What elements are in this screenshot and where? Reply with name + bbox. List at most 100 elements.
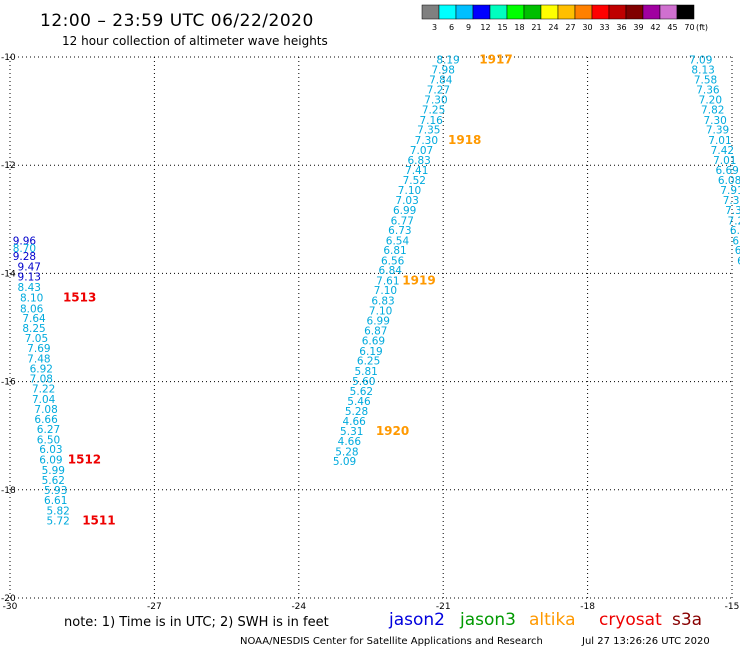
swh-value: 8.25 <box>22 323 45 335</box>
swh-value: 7.04 <box>32 394 56 406</box>
y-tick-label: -20 <box>1 594 16 604</box>
swh-value: 7.98 <box>432 64 455 76</box>
swh-value: 7.36 <box>723 195 740 207</box>
swh-value: 6.66 <box>34 414 58 426</box>
swh-value: 7.10 <box>398 185 421 197</box>
legend-swatch <box>557 4 576 20</box>
legend-label: 45 <box>667 23 677 32</box>
y-tick-label: -12 <box>1 161 16 171</box>
legend-swatch <box>438 4 457 20</box>
swh-value: 7.07 <box>410 145 433 157</box>
swh-value: 7.01 <box>708 135 731 147</box>
satellite-label: altika <box>529 610 576 630</box>
swh-value: 7.58 <box>694 75 717 87</box>
legend-swatch <box>455 4 474 20</box>
legend-label: 3 <box>432 23 437 32</box>
swh-value: 7.82 <box>701 104 724 116</box>
swh-value: 6.50 <box>37 434 60 446</box>
x-tick-label: -30 <box>3 602 18 612</box>
swh-value: 6.61 <box>44 495 67 507</box>
swh-value: 7.16 <box>419 115 443 127</box>
swh-value: 9.28 <box>13 251 36 263</box>
legend-label: 9 <box>466 23 471 32</box>
swh-value: 7.39 <box>706 124 729 136</box>
swh-value: 6.25 <box>357 356 380 368</box>
time-label: 1919 <box>402 273 435 287</box>
footer-credit: NOAA/NESDIS Center for Satellite Applica… <box>240 636 543 647</box>
swh-value: 7.52 <box>403 175 426 187</box>
legend-swatch <box>659 4 678 20</box>
x-tick-label: -18 <box>580 602 595 612</box>
swh-value: 6.73 <box>388 225 411 237</box>
swh-value: 6.36 <box>737 255 740 267</box>
swh-value: 5.72 <box>46 516 69 528</box>
x-tick-label: -21 <box>436 602 451 612</box>
legend-swatch <box>574 4 593 20</box>
swh-value: 8.10 <box>20 293 43 305</box>
swh-value: 6.27 <box>37 424 60 436</box>
legend-label: 27 <box>565 23 575 32</box>
legend-label: 70 <box>684 23 694 32</box>
swh-value: 7.48 <box>27 353 50 365</box>
legend-swatch <box>523 4 542 20</box>
swh-value: 7.27 <box>427 84 450 96</box>
y-tick-label: -18 <box>1 486 16 496</box>
swh-value: 5.60 <box>352 376 375 388</box>
swh-value: 7.01 <box>713 155 736 167</box>
swh-value: 6.19 <box>359 346 382 358</box>
swh-value: 5.99 <box>42 465 65 477</box>
y-tick-label: -16 <box>1 378 16 388</box>
swh-value: 8.06 <box>20 304 44 316</box>
swh-value: 6.09 <box>39 455 62 467</box>
swh-value: 7.30 <box>415 135 438 147</box>
swh-value: 9.96 <box>13 235 37 247</box>
swh-value: 7.61 <box>376 275 399 287</box>
swh-value: 8.43 <box>18 282 41 294</box>
time-label: 1918 <box>448 133 481 147</box>
time-label: 1917 <box>479 53 512 67</box>
y-tick-label: -10 <box>1 53 16 63</box>
swh-value: 6.54 <box>386 235 410 247</box>
plot-grid <box>9 56 733 599</box>
swh-value: 6.99 <box>367 315 390 327</box>
legend-swatch <box>540 4 559 20</box>
time-label: 1920 <box>376 424 409 438</box>
legend-label: 24 <box>548 23 558 32</box>
swh-value: 5.28 <box>335 446 358 458</box>
x-tick-label: -15 <box>725 602 740 612</box>
swh-value: 5.81 <box>354 366 377 378</box>
wave-height-values: 9.96 9.289.479.13 8.70 8.438.108.067.648.25… <box>13 55 740 528</box>
legend-swatch <box>421 4 440 20</box>
swh-value: 6.87 <box>364 326 387 338</box>
legend-swatch <box>625 4 644 20</box>
swh-value: 8.13 <box>691 64 714 76</box>
swh-value: 7.09 <box>689 55 712 67</box>
swh-value: 5.93 <box>44 485 67 497</box>
color-legend: 3 6 9 12 15 18 21 24 27 30 33 36 39 42 45 70 (ft) <box>421 4 708 32</box>
swh-value: 6.83 <box>371 295 394 307</box>
swh-value: 7.23 <box>728 215 740 227</box>
swh-value: 4.66 <box>342 416 366 428</box>
swh-value: 7.84 <box>429 75 453 87</box>
swh-value: 5.09 <box>333 456 356 468</box>
swh-value: 6.77 <box>391 215 414 227</box>
swh-value: 5.28 <box>345 406 368 418</box>
footer-timestamp: Jul 27 13:26:26 UTC 2020 <box>581 636 710 647</box>
swh-value: 7.03 <box>395 195 418 207</box>
swh-value: 5.82 <box>46 505 69 517</box>
swh-value: 6.75 <box>735 245 740 257</box>
swh-value: 5.31 <box>340 426 363 438</box>
axis-ticks: -30 -27 -24 -21 -18 -15 -10 -12 -14 -16 -18 -20 <box>1 53 739 612</box>
swh-value: 6.03 <box>39 444 62 456</box>
x-tick-label: -24 <box>291 602 306 612</box>
legend-swatch <box>591 4 610 20</box>
swh-value: 8.19 <box>436 55 459 67</box>
legend-label: 6 <box>449 23 454 32</box>
swh-value: 7.10 <box>374 285 397 297</box>
swh-value: 5.62 <box>42 475 65 487</box>
swh-value: 7.30 <box>424 95 447 107</box>
legend-label: 36 <box>616 23 626 32</box>
swh-value: 7.05 <box>25 333 48 345</box>
swh-value: 7.69 <box>27 343 50 355</box>
